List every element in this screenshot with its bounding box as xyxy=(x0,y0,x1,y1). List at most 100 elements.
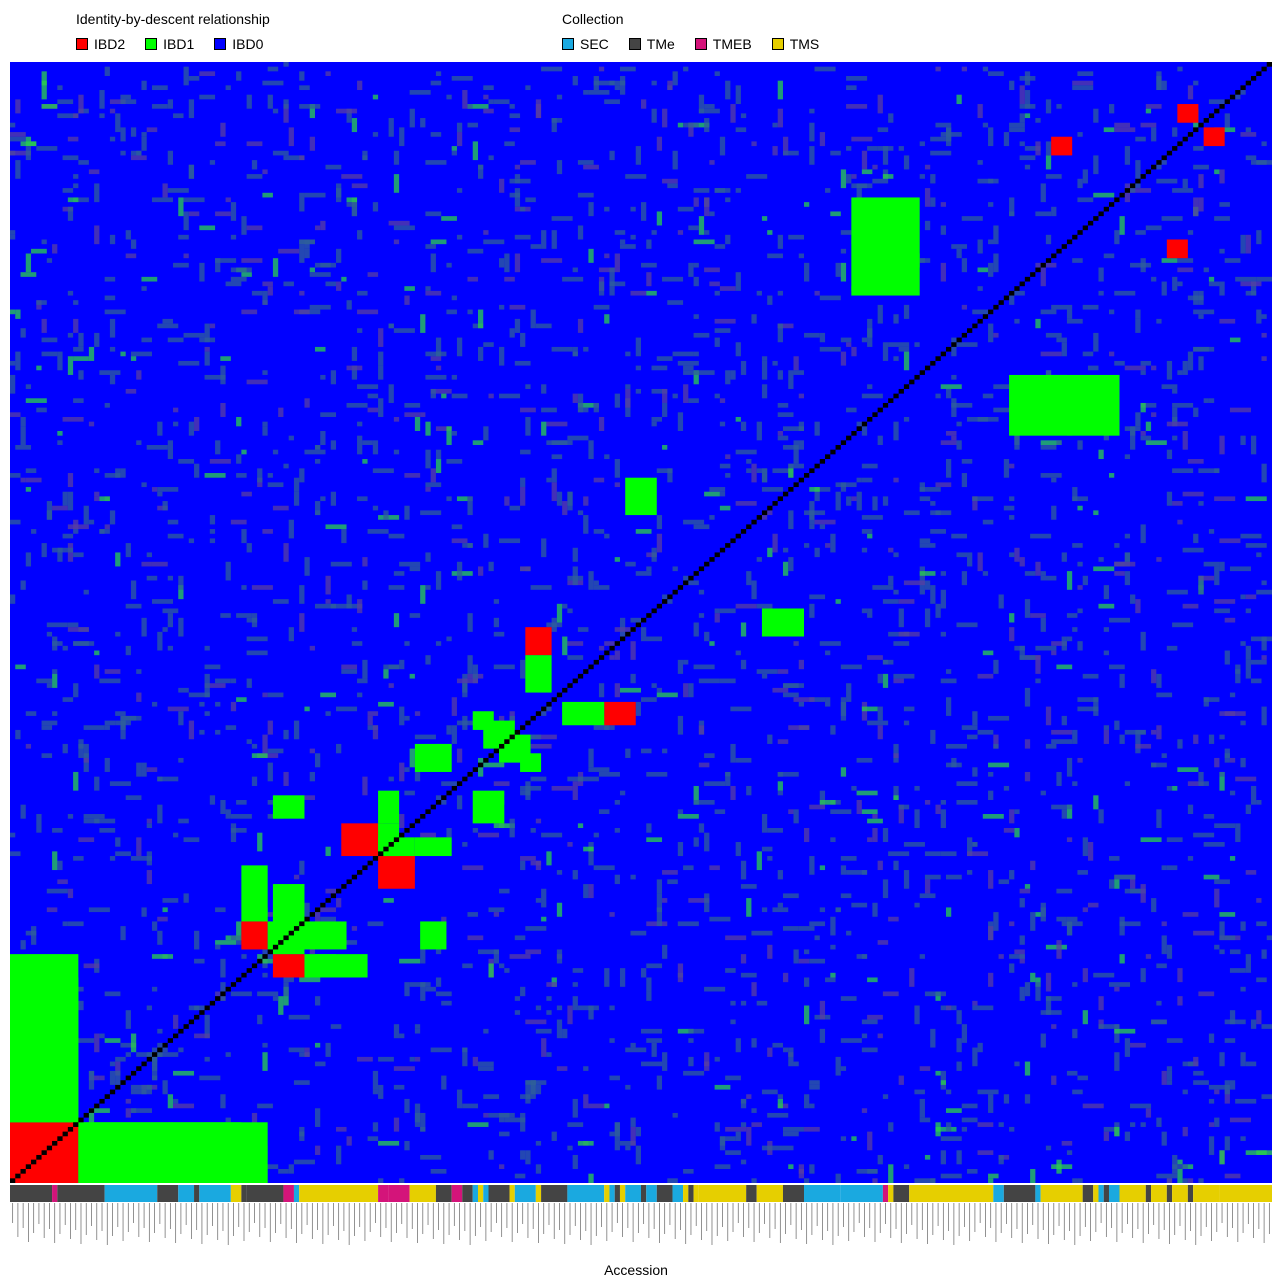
heatmap-cell xyxy=(867,533,873,539)
heatmap-cell xyxy=(530,309,536,329)
heatmap-cell xyxy=(898,346,910,352)
heatmap-cell xyxy=(1045,706,1052,726)
heatmap-cell xyxy=(867,608,873,618)
heatmap-cell xyxy=(1072,543,1083,548)
heatmap-cell xyxy=(520,160,536,165)
diagonal-cell xyxy=(856,426,862,431)
heatmap-cell xyxy=(1114,122,1131,128)
heatmap-cell xyxy=(194,1005,200,1011)
heatmap-cell xyxy=(399,706,405,726)
heatmap-cell xyxy=(25,146,32,161)
heatmap-cell xyxy=(404,767,410,772)
heatmap-cell xyxy=(630,617,641,623)
collection-segment-tms xyxy=(1172,1185,1188,1202)
heatmap-cell xyxy=(903,351,910,371)
heatmap-cell xyxy=(393,150,400,165)
diagonal-cell xyxy=(141,1061,147,1067)
heatmap-cell xyxy=(1224,1019,1246,1025)
heatmap-cell xyxy=(120,468,126,478)
heatmap-cell xyxy=(630,641,636,660)
heatmap-cell xyxy=(1066,804,1073,819)
heatmap-cell xyxy=(1045,174,1062,179)
diagonal-cell xyxy=(1161,155,1167,161)
heatmap-cell xyxy=(804,332,820,338)
heatmap-cell xyxy=(819,132,826,147)
heatmap-cell xyxy=(1135,599,1141,614)
heatmap-cell xyxy=(1035,982,1041,1001)
heatmap-cell xyxy=(614,799,620,805)
heatmap-cell xyxy=(1208,398,1215,403)
heatmap-cell xyxy=(151,921,158,931)
diagonal-cell xyxy=(846,435,852,441)
heatmap-cell xyxy=(809,1103,815,1109)
heatmap-cell xyxy=(1082,907,1088,913)
diagonal-cell xyxy=(209,1000,216,1006)
heatmap-cell xyxy=(1193,1070,1204,1076)
heatmap-cell xyxy=(751,314,757,324)
heatmap-cell xyxy=(867,837,873,843)
collection-segment-tme xyxy=(541,1185,568,1202)
heatmap-cell xyxy=(341,940,358,945)
heatmap-cell xyxy=(693,314,699,319)
heatmap-cell xyxy=(846,146,852,151)
heatmap-cell xyxy=(1040,571,1046,576)
heatmap-cell xyxy=(99,678,121,684)
heatmap-cell xyxy=(435,71,442,77)
heatmap-cell xyxy=(525,1094,531,1104)
heatmap-cell xyxy=(94,496,100,502)
heatmap-cell xyxy=(393,1024,400,1039)
heatmap-cell xyxy=(1219,1052,1225,1067)
heatmap-cell xyxy=(367,407,379,413)
heatmap-cell xyxy=(293,1080,310,1085)
heatmap-cell xyxy=(1193,930,1215,936)
heatmap-cell xyxy=(830,150,841,156)
diagonal-cell xyxy=(1056,248,1062,254)
diagonal-cell xyxy=(362,865,368,871)
heatmap-cell xyxy=(125,230,131,240)
heatmap-cell xyxy=(945,459,952,478)
heatmap-cell xyxy=(1056,916,1067,922)
heatmap-cell xyxy=(1019,85,1025,105)
heatmap-cell xyxy=(451,538,468,544)
heatmap-cell xyxy=(46,907,58,913)
heatmap-cell xyxy=(656,468,673,474)
heatmap-cell xyxy=(735,127,747,133)
heatmap-cell xyxy=(977,160,983,165)
heatmap-cell xyxy=(940,225,946,235)
heatmap-cell xyxy=(840,1136,847,1141)
heatmap-cell xyxy=(1245,496,1267,502)
heatmap-cell xyxy=(1145,402,1157,408)
heatmap-cell xyxy=(1193,832,1215,838)
heatmap-cell xyxy=(1208,529,1215,534)
heatmap-cell xyxy=(1245,645,1251,660)
heatmap-cell xyxy=(194,958,205,964)
heatmap-cell xyxy=(893,421,899,441)
heatmap-cell xyxy=(1182,360,1188,375)
heatmap-cell xyxy=(1030,613,1046,618)
diagonal-cell xyxy=(525,720,531,726)
heatmap-cell xyxy=(814,290,820,296)
heatmap-cell xyxy=(1261,332,1267,338)
collection-segment-sec xyxy=(993,1185,1004,1202)
heatmap-cell xyxy=(804,1094,810,1109)
heatmap-cell xyxy=(1240,720,1246,726)
heatmap-cell xyxy=(562,603,568,609)
heatmap-cell xyxy=(514,318,521,333)
heatmap-cell xyxy=(1166,421,1188,427)
heatmap-cell xyxy=(330,561,352,567)
heatmap-cell xyxy=(467,309,473,315)
heatmap-cell xyxy=(446,496,452,502)
heatmap-cell xyxy=(988,1178,994,1183)
heatmap-cell xyxy=(309,104,315,119)
heatmap-cell xyxy=(420,982,426,1001)
heatmap-cell xyxy=(278,248,300,254)
heatmap-cell xyxy=(109,856,116,861)
heatmap-cell xyxy=(246,650,268,656)
heatmap-cell xyxy=(651,388,668,394)
diagonal-cell xyxy=(299,921,305,927)
heatmap-cell xyxy=(840,1038,862,1043)
heatmap-cell xyxy=(167,188,189,193)
heatmap-cell xyxy=(278,996,284,1015)
heatmap-cell xyxy=(151,954,174,959)
heatmap-cell xyxy=(88,1108,110,1113)
